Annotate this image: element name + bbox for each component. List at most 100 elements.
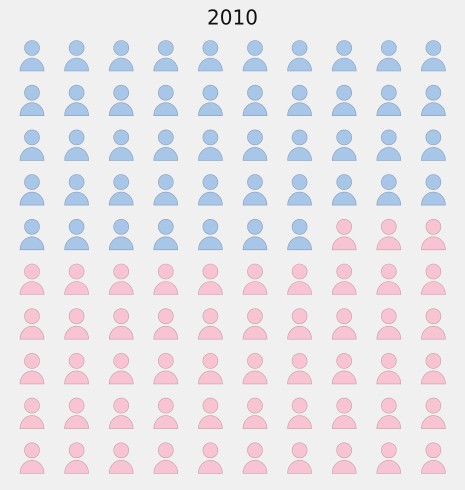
icon-body	[242, 415, 268, 429]
icon-body	[198, 281, 223, 295]
icon-head	[247, 219, 263, 235]
person-icon	[108, 219, 134, 251]
icon-body	[64, 236, 89, 251]
icon-body	[64, 191, 89, 206]
icon-head	[68, 40, 85, 56]
person-icon	[108, 263, 134, 295]
person-icon	[19, 84, 45, 116]
icon-head	[247, 263, 263, 280]
icon-head	[24, 174, 40, 190]
icon-head	[158, 353, 174, 369]
person-icon	[421, 219, 446, 251]
person-icon	[331, 219, 357, 251]
icon-body	[198, 415, 223, 429]
person-icon	[19, 308, 45, 340]
person-icon	[108, 353, 134, 385]
icon-body	[376, 102, 402, 116]
icon-head	[113, 308, 129, 325]
icon-head	[158, 263, 174, 280]
person-icon	[331, 353, 357, 385]
icon-body	[108, 191, 134, 206]
icon-body	[64, 57, 89, 72]
person-icon	[376, 40, 402, 72]
person-icon	[376, 84, 402, 116]
person-icon	[153, 442, 179, 474]
person-icon	[153, 174, 179, 206]
icon-body	[331, 57, 357, 72]
person-icon	[287, 263, 312, 295]
icon-body	[108, 460, 134, 474]
icon-body	[19, 415, 45, 429]
icon-body	[153, 147, 179, 161]
icon-body	[108, 325, 134, 340]
icon-head	[247, 308, 263, 325]
icon-body	[19, 191, 45, 206]
icon-head	[380, 129, 397, 146]
icon-head	[158, 219, 174, 235]
icon-head	[247, 397, 263, 414]
icon-head	[158, 308, 174, 325]
icon-head	[202, 442, 219, 459]
person-icon	[421, 353, 446, 385]
icon-body	[331, 370, 357, 385]
person-icon	[242, 174, 268, 206]
person-icon	[19, 40, 45, 72]
icon-body	[242, 325, 268, 340]
icon-head	[247, 442, 263, 459]
icon-body	[108, 57, 134, 72]
icon-body	[19, 236, 45, 251]
icon-head	[291, 442, 308, 459]
icon-body	[153, 460, 179, 474]
icon-body	[421, 325, 446, 340]
icon-body	[198, 102, 223, 116]
icon-head	[425, 129, 442, 146]
person-icon	[64, 442, 89, 474]
icon-body	[242, 236, 268, 251]
icon-body	[242, 102, 268, 116]
icon-head	[113, 219, 129, 235]
person-icon	[153, 263, 179, 295]
icon-body	[287, 147, 312, 161]
icon-head	[380, 40, 397, 56]
icon-head	[247, 84, 263, 101]
icon-body	[287, 370, 312, 385]
icon-head	[425, 174, 442, 190]
person-icon	[64, 219, 89, 251]
icon-body	[421, 191, 446, 206]
person-icon	[19, 353, 45, 385]
icon-body	[64, 147, 89, 161]
person-icon	[421, 397, 446, 429]
person-icon	[153, 353, 179, 385]
person-icon	[198, 353, 223, 385]
icon-head	[68, 219, 85, 235]
icon-body	[64, 102, 89, 116]
icon-head	[24, 442, 40, 459]
icon-head	[291, 353, 308, 369]
person-icon	[108, 174, 134, 206]
person-icon	[153, 129, 179, 161]
person-icon	[242, 129, 268, 161]
icon-head	[68, 129, 85, 146]
icon-head	[158, 129, 174, 146]
icon-head	[336, 308, 353, 325]
icon-head	[291, 129, 308, 146]
icon-head	[336, 263, 353, 280]
icon-head	[336, 442, 353, 459]
icon-body	[19, 370, 45, 385]
person-icon	[287, 129, 312, 161]
person-icon	[242, 263, 268, 295]
person-icon	[19, 442, 45, 474]
icon-head	[68, 397, 85, 414]
person-icon	[421, 174, 446, 206]
icon-body	[421, 102, 446, 116]
icon-head	[202, 263, 219, 280]
person-icon	[198, 40, 223, 72]
icon-body	[287, 57, 312, 72]
person-icon	[287, 84, 312, 116]
icon-body	[242, 191, 268, 206]
icon-head	[68, 308, 85, 325]
icon-body	[108, 415, 134, 429]
icon-head	[336, 84, 353, 101]
icon-body	[331, 147, 357, 161]
icon-head	[113, 129, 129, 146]
